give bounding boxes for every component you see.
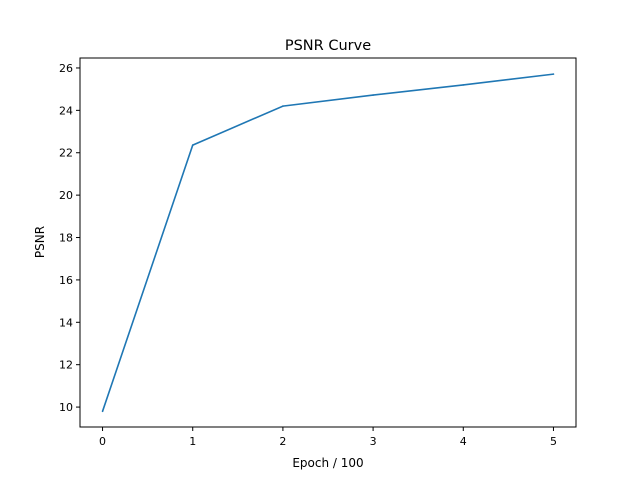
- data-point: [191, 144, 194, 146]
- y-tick-label: 18: [59, 232, 73, 245]
- data-point: [101, 410, 104, 413]
- data-point: [462, 84, 465, 86]
- y-tick-label: 20: [59, 189, 73, 202]
- x-tick-label: 0: [99, 435, 106, 448]
- chart-title: PSNR Curve: [285, 38, 371, 54]
- y-tick-label: 16: [59, 274, 73, 287]
- y-axis-label: PSNR: [33, 226, 47, 258]
- psnr-line: [101, 73, 554, 412]
- y-tick-label: 24: [59, 104, 73, 117]
- data-point: [372, 94, 374, 96]
- x-tick-label: 3: [370, 435, 377, 448]
- x-tick-label: 4: [460, 435, 467, 448]
- data-point: [282, 105, 284, 107]
- plot-area: [79, 57, 577, 428]
- y-tick-label: 12: [59, 359, 73, 372]
- x-tick-label: 1: [189, 435, 196, 448]
- x-axis-label: Epoch / 100: [292, 456, 363, 470]
- y-tick-label: 22: [59, 147, 73, 160]
- y-tick-label: 26: [59, 62, 73, 75]
- x-tick-label: 2: [279, 435, 286, 448]
- y-tick-label: 14: [59, 316, 73, 329]
- data-point: [552, 73, 555, 75]
- y-tick-label: 10: [59, 401, 73, 414]
- x-tick-label: 5: [550, 435, 557, 448]
